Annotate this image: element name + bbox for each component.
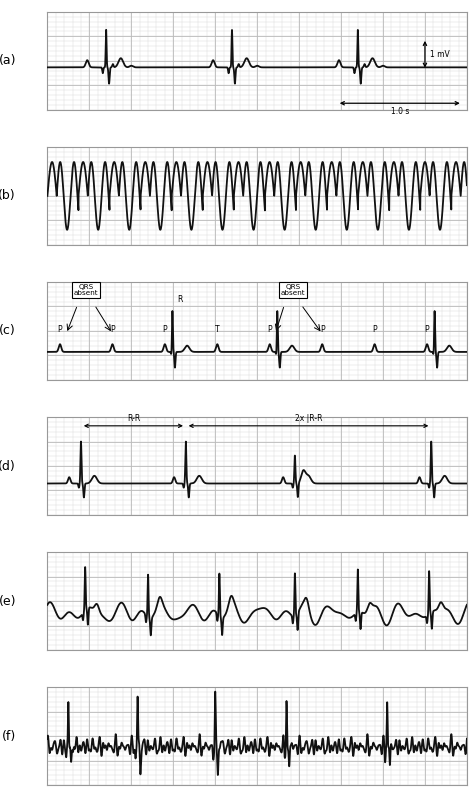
Text: (e): (e) [0, 595, 16, 607]
Text: 2x |R-R: 2x |R-R [294, 414, 322, 423]
Text: (c): (c) [0, 324, 16, 338]
Text: P: P [372, 325, 377, 335]
Text: R-R: R-R [127, 414, 140, 423]
Text: (b): (b) [0, 190, 16, 202]
Text: (a): (a) [0, 55, 16, 67]
Text: P: P [163, 325, 167, 335]
Text: P: P [320, 325, 325, 335]
Text: P: P [267, 325, 272, 335]
Text: QRS
absent: QRS absent [281, 284, 305, 297]
Text: P: P [110, 325, 115, 335]
Text: QRS
absent: QRS absent [73, 284, 98, 297]
Text: (f): (f) [2, 730, 16, 742]
Text: T: T [215, 325, 219, 335]
Text: 1.0 s: 1.0 s [391, 107, 409, 116]
Text: P: P [58, 325, 62, 335]
Text: R: R [177, 295, 182, 305]
Text: 1 mV: 1 mV [430, 50, 450, 59]
Text: (d): (d) [0, 459, 16, 473]
Text: P: P [425, 325, 429, 335]
